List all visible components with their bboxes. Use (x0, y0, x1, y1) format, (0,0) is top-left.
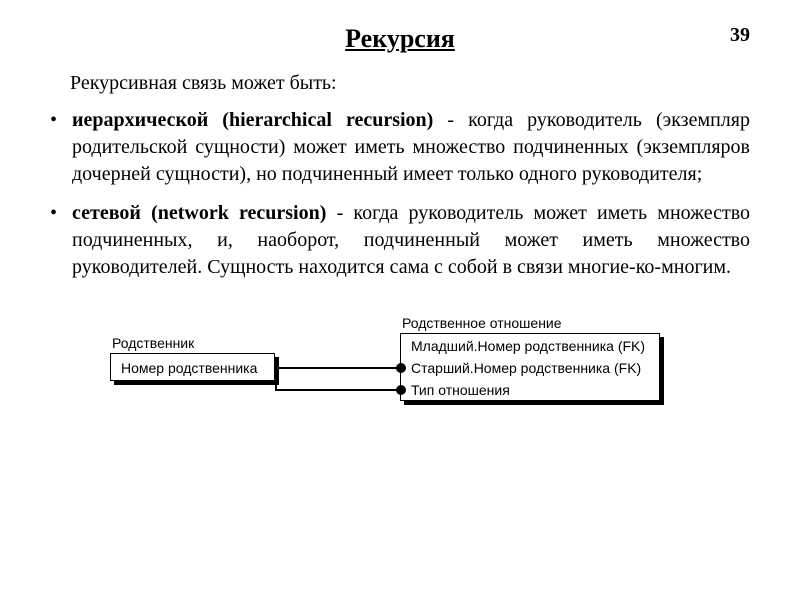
bullet-item: иерархической (hierarchical recursion) -… (50, 107, 750, 188)
connector-endpoint (396, 363, 406, 373)
entity-label: Родственное отношение (400, 315, 660, 331)
entity-rodstvennoe-otnoshenie: Родственное отношение Младший.Номер родст… (400, 315, 660, 401)
bullet-item: сетевой (network recursion) - когда руко… (50, 200, 750, 281)
entity-label: Родственник (110, 335, 275, 351)
entity-attribute: Старший.Номер родственника (FK) (401, 356, 659, 378)
bullet-list: иерархической (hierarchical recursion) -… (50, 107, 750, 281)
entity-box: Младший.Номер родственника (FK)Старший.Н… (400, 333, 660, 401)
connector-line (275, 367, 277, 391)
page-number: 39 (730, 24, 750, 47)
bullet-lead: сетевой (network recursion) (72, 202, 326, 224)
entity-attribute: Номер родственника (111, 354, 274, 380)
page-title: Рекурсия (50, 24, 750, 54)
connector-line (275, 389, 401, 391)
entity-attribute: Тип отношения (401, 378, 659, 400)
er-diagram: Родственник Номер родственника Родственное… (50, 293, 750, 443)
connector-endpoint (396, 385, 406, 395)
intro-text: Рекурсивная связь может быть: (70, 72, 750, 95)
bullet-lead: иерархической (hierarchical recursion) (72, 109, 433, 131)
entity-rodstvennik: Родственник Номер родственника (110, 335, 275, 381)
entity-attribute: Младший.Номер родственника (FK) (401, 334, 659, 356)
entity-box: Номер родственника (110, 353, 275, 381)
connector-line (275, 367, 401, 369)
